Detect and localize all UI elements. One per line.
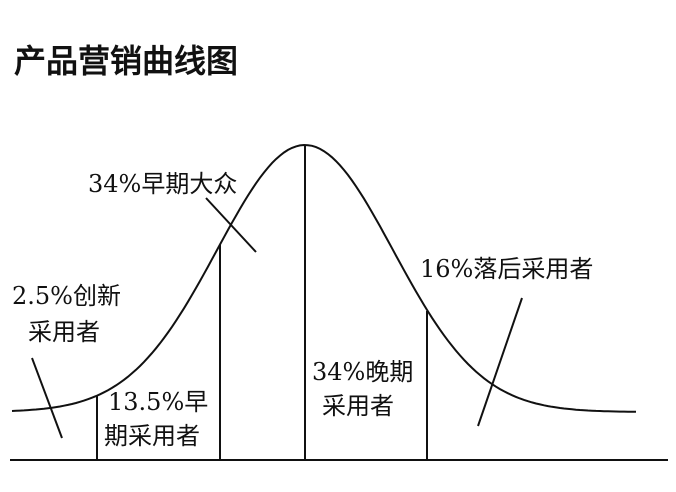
label: 34%早期大众 <box>88 170 237 198</box>
label: 16%落后采用者 <box>420 255 593 283</box>
label: 2.5%创新 <box>12 282 121 310</box>
label: 采用者 <box>28 318 100 346</box>
pointer <box>31 357 63 439</box>
label: 期采用者 <box>104 422 200 450</box>
label: 13.5%早 <box>108 388 208 416</box>
pointer <box>205 197 257 253</box>
title: 产品营销曲线图 <box>14 42 238 80</box>
label: 34%晚期 <box>312 358 413 386</box>
pointer <box>477 297 523 427</box>
label: 采用者 <box>322 392 394 420</box>
bell-curve <box>11 143 637 413</box>
